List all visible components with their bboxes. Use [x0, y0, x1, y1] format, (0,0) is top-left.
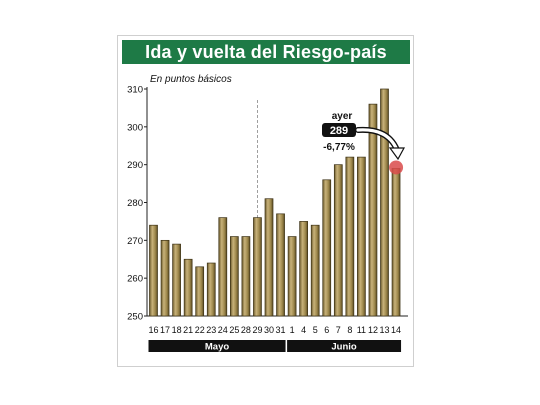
x-tick-label: 1: [290, 325, 295, 335]
y-tick-label: 310: [127, 85, 143, 96]
y-tick-label: 270: [127, 236, 143, 247]
chart-title: Ida y vuelta del Riesgo-país: [122, 40, 410, 64]
x-tick-label: 8: [347, 325, 352, 335]
bar: [160, 239, 170, 317]
x-tick-label: 7: [336, 325, 341, 335]
bar: [241, 236, 251, 317]
month-bar: [287, 340, 402, 352]
x-tick-label: 29: [252, 325, 262, 335]
x-tick-label: 5: [313, 325, 318, 335]
bar: [368, 103, 378, 317]
x-tick-label: 4: [301, 325, 306, 335]
annotation-label: ayer: [332, 111, 353, 122]
bar: [218, 217, 228, 317]
bar: [230, 236, 239, 317]
bar: [183, 258, 193, 317]
x-tick-label: 22: [195, 325, 205, 335]
x-tick-label: 13: [379, 325, 389, 335]
month-labels: Mayo Junio: [148, 340, 402, 353]
arrow-head-icon: [388, 147, 406, 161]
y-tick-label: 280: [127, 198, 143, 209]
bar: [333, 164, 343, 317]
bar: [310, 224, 320, 317]
bar: [172, 243, 181, 317]
x-tick-label: 30: [264, 325, 274, 335]
month-label: Junio: [331, 342, 357, 353]
y-tick-label: 260: [127, 274, 143, 285]
x-tick-label: 21: [183, 325, 193, 335]
bar: [391, 168, 401, 317]
bar: [206, 262, 216, 317]
x-tick-label: 28: [241, 325, 251, 335]
annotation-value-box: [322, 123, 356, 137]
bar: [149, 224, 158, 317]
x-tick-labels: 16 17 18 21 22 23 24 25 28 29 30 31 1 4 5 6 7 8 11 12 13 14: [148, 325, 401, 335]
x-tick-label: 31: [276, 325, 286, 335]
bar: [380, 88, 389, 317]
x-tick-label: 25: [229, 325, 239, 335]
x-tick-label: 12: [368, 325, 378, 335]
month-bar: [148, 340, 286, 352]
x-tick-label: 17: [160, 325, 170, 335]
y-tick-label: 300: [127, 122, 143, 133]
yesterday-annotation: ayer 289 -6,77%: [322, 111, 406, 175]
x-tick-label: 23: [206, 325, 216, 335]
arrow-icon: [356, 128, 399, 152]
bars: [149, 88, 401, 317]
y-tick-label: 250: [127, 312, 143, 323]
bar: [357, 156, 366, 317]
x-tick-label: 11: [357, 325, 366, 335]
month-label: Mayo: [205, 342, 229, 353]
yesterday-marker: [389, 160, 404, 175]
annotation-change: -6,77%: [323, 142, 355, 153]
bar: [264, 198, 274, 317]
bar: [276, 213, 285, 317]
bar: [253, 217, 262, 317]
x-tick-label: 16: [148, 325, 158, 335]
y-tick-label: 290: [127, 160, 143, 171]
bar: [322, 179, 332, 317]
bar: [287, 236, 297, 317]
bar: [299, 221, 308, 317]
x-tick-label: 24: [218, 325, 228, 335]
x-tick-label: 6: [324, 325, 329, 335]
bar: [345, 156, 355, 317]
x-tick-label: 14: [391, 325, 401, 335]
x-tick-label: 18: [172, 325, 182, 335]
annotation-value: 289: [330, 125, 348, 137]
chart-subtitle: En puntos básicos: [150, 74, 232, 85]
bar: [195, 266, 205, 317]
